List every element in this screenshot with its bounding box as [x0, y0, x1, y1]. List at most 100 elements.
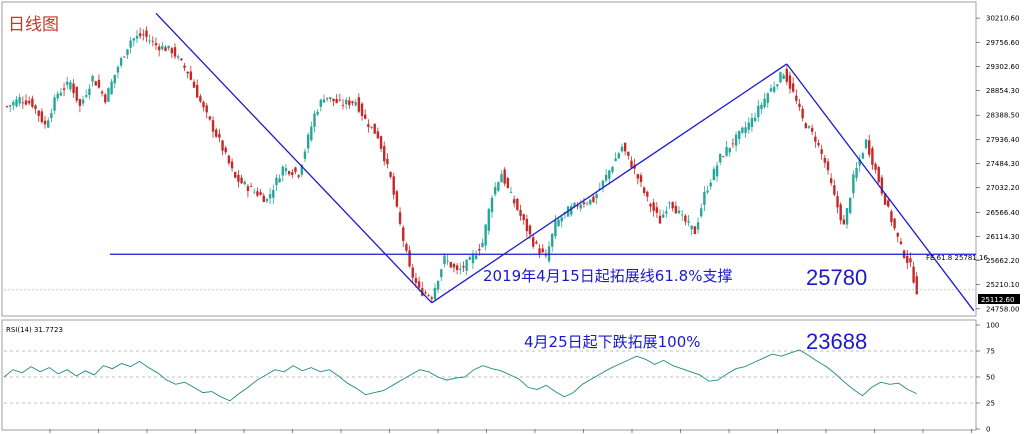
candle-body	[636, 174, 640, 179]
candle-body	[893, 218, 896, 229]
candle-body	[148, 40, 151, 42]
candle-body	[570, 206, 573, 215]
fe-level	[4, 253, 976, 291]
candle-body	[829, 178, 833, 184]
candle-body	[525, 218, 529, 232]
candle-body	[370, 126, 373, 129]
candle-body	[544, 254, 548, 256]
candle-body	[34, 105, 37, 109]
candle-body	[281, 166, 284, 176]
candle-body	[484, 224, 487, 246]
candle-body	[338, 99, 342, 101]
candle-body	[278, 178, 281, 183]
price-tick-label: 27032.20	[986, 184, 1019, 192]
fe-level-label: FE 61.8 25781.16	[926, 254, 988, 262]
candle-body	[715, 165, 719, 177]
candle-body	[611, 166, 614, 172]
candle-body	[703, 191, 706, 205]
candle-body	[373, 123, 376, 134]
candle-body	[154, 43, 158, 46]
rsi-tick-label: 75	[986, 348, 995, 356]
candle-body	[585, 203, 589, 205]
candle-body	[500, 174, 503, 183]
candle-body	[890, 211, 893, 223]
candle-body	[791, 83, 795, 92]
candle-body	[265, 198, 269, 202]
candle-body	[272, 189, 275, 198]
candle-body	[88, 88, 91, 95]
candle-body	[849, 197, 852, 213]
candle-body	[658, 215, 662, 224]
candle-body	[37, 110, 40, 116]
candle-body	[690, 225, 693, 230]
candle-body	[433, 287, 437, 300]
last-price-badge	[978, 294, 1020, 304]
candle-body	[31, 98, 34, 107]
candle-body	[195, 84, 199, 98]
rsi-title: RSI(14) 31.7723	[6, 326, 63, 334]
candle-body	[297, 175, 300, 177]
target-value: 23688	[806, 329, 867, 354]
candle-body	[316, 111, 319, 115]
candle-body	[779, 72, 782, 83]
candle-body	[97, 79, 101, 88]
candle-body	[27, 100, 31, 104]
candle-body	[173, 47, 177, 57]
candle-body	[94, 81, 97, 86]
candle-body	[348, 100, 351, 106]
candle-body	[218, 133, 221, 138]
candle-body	[820, 149, 823, 154]
candle-body	[807, 126, 811, 128]
candle-body	[253, 191, 256, 193]
price-axis: 30210.60 29756.60 29302.60 28854.30 28388.50…	[976, 15, 1019, 313]
candle-body	[839, 204, 842, 221]
candle-body	[126, 49, 129, 55]
candle-body	[700, 208, 703, 217]
candle-body	[116, 67, 120, 73]
candle-body	[132, 38, 135, 41]
candle-body	[379, 136, 383, 149]
candle-body	[738, 130, 741, 139]
candle-body	[912, 266, 915, 283]
candle-body	[246, 186, 250, 191]
candle-body	[360, 103, 364, 116]
candle-body	[874, 163, 877, 170]
candle-body	[240, 177, 243, 184]
candle-body	[836, 196, 839, 208]
candle-body	[268, 194, 272, 199]
candle-body	[551, 233, 554, 247]
candle-body	[509, 191, 513, 193]
candle-body	[129, 40, 132, 48]
candle-body	[389, 172, 392, 177]
candle-body	[725, 147, 728, 156]
candle-body	[823, 157, 827, 163]
candle-body	[100, 91, 104, 94]
candle-body	[817, 142, 820, 146]
candle-body	[5, 106, 9, 107]
candle-body	[887, 200, 890, 207]
candle-body	[687, 221, 690, 223]
candle-body	[66, 81, 69, 85]
candle-body	[72, 83, 75, 94]
candle-body	[506, 178, 510, 188]
candle-body	[516, 198, 519, 210]
candle-body	[221, 140, 224, 151]
candle-body	[189, 71, 193, 80]
candle-body	[557, 219, 560, 226]
candle-body	[53, 97, 56, 111]
candle-body	[909, 258, 912, 263]
rsi-line	[3, 349, 917, 402]
candle-body	[446, 260, 449, 262]
candle-body	[804, 123, 808, 129]
candle-body	[782, 75, 785, 79]
candle-body	[877, 167, 880, 183]
candle-body	[351, 101, 354, 104]
candle-body	[440, 269, 443, 278]
candle-body	[167, 45, 170, 49]
candle-body	[398, 212, 402, 224]
trendline	[786, 63, 975, 312]
price-tick-label: 30210.60	[986, 15, 1019, 23]
candle-body	[684, 215, 687, 222]
price-tick-label: 28388.50	[986, 112, 1019, 120]
